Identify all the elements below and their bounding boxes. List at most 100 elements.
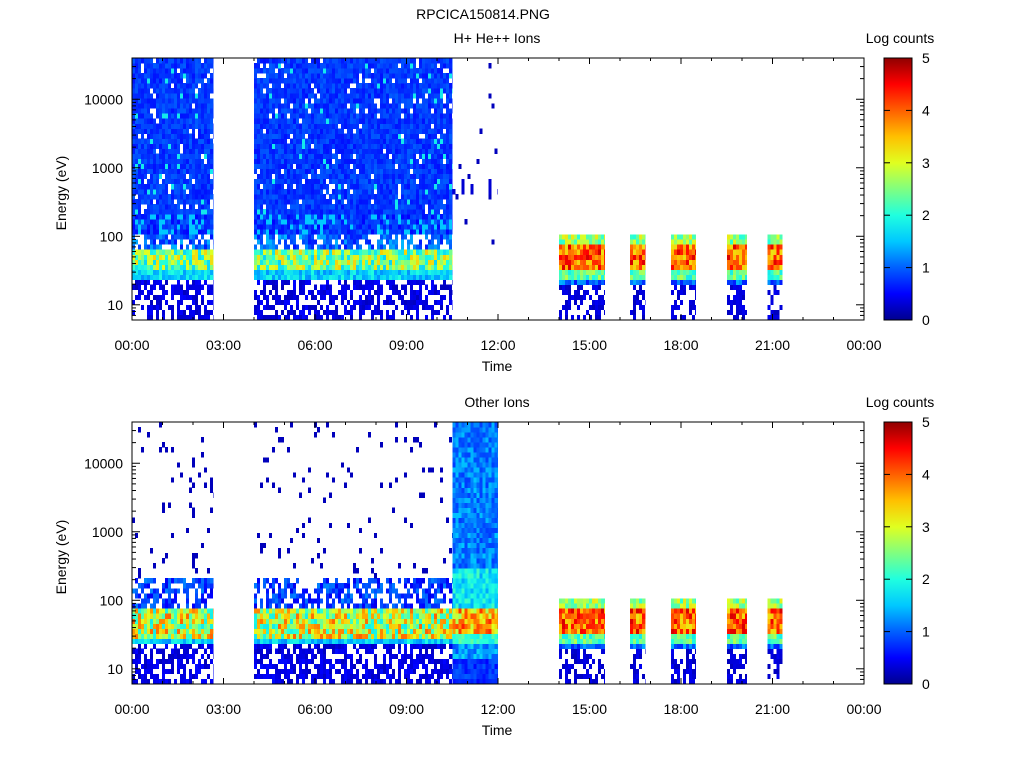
spectrogram-cell bbox=[257, 254, 260, 260]
spectrogram-cell bbox=[639, 274, 643, 280]
spectrogram-cell bbox=[735, 259, 739, 265]
spectrogram-cell bbox=[323, 153, 326, 159]
spectrogram-cell bbox=[488, 93, 492, 99]
spectrogram-cell bbox=[413, 108, 416, 114]
spectrogram-cell bbox=[138, 178, 141, 185]
spectrogram-cell bbox=[257, 63, 260, 69]
spectrogram-cell bbox=[263, 78, 266, 84]
spectrogram-cell bbox=[207, 224, 210, 230]
spectrogram-cell bbox=[132, 309, 135, 316]
spectrogram-cell bbox=[269, 289, 272, 296]
spectrogram-cell bbox=[353, 58, 356, 64]
spectrogram-cell bbox=[398, 249, 401, 255]
spectrogram-cell bbox=[260, 68, 263, 74]
spectrogram-cell bbox=[162, 254, 165, 260]
spectrogram-cell bbox=[284, 68, 287, 74]
spectrogram-cell bbox=[419, 249, 422, 255]
spectrogram-cell bbox=[449, 173, 452, 180]
spectrogram-cell bbox=[395, 78, 398, 84]
spectrogram-cell bbox=[377, 58, 380, 64]
spectrogram-cell bbox=[362, 118, 365, 124]
spectrogram-cell bbox=[386, 173, 389, 180]
spectrogram-cell bbox=[147, 158, 150, 165]
spectrogram-cell bbox=[449, 224, 452, 230]
spectrogram-cell bbox=[320, 189, 323, 195]
spectrogram-cell bbox=[630, 249, 634, 255]
spectrogram-cell bbox=[171, 178, 174, 185]
spectrogram-cell bbox=[317, 229, 320, 235]
spectrogram-cell bbox=[320, 274, 323, 280]
spectrogram-cell bbox=[156, 58, 159, 64]
spectrogram-cell bbox=[422, 304, 425, 311]
spectrogram-cell bbox=[410, 83, 413, 89]
spectrogram-cell bbox=[425, 229, 428, 235]
spectrogram-cell bbox=[413, 93, 416, 99]
spectrogram-cell bbox=[171, 153, 174, 159]
spectrogram-cell bbox=[386, 68, 389, 74]
spectrogram-cell bbox=[254, 133, 257, 139]
spectrogram-cell bbox=[374, 158, 377, 165]
spectrogram-cell bbox=[162, 315, 165, 321]
spectrogram-cell bbox=[314, 123, 317, 129]
spectrogram-cell bbox=[341, 93, 344, 99]
spectrogram-cell bbox=[284, 199, 287, 205]
spectrogram-cell bbox=[685, 239, 689, 245]
spectrogram-cell bbox=[210, 224, 213, 230]
spectrogram-cell bbox=[320, 264, 323, 270]
spectrogram-cell bbox=[171, 163, 174, 170]
spectrogram-cell bbox=[392, 58, 395, 64]
spectrogram-cell bbox=[293, 178, 296, 185]
spectrogram-cell bbox=[732, 239, 736, 245]
spectrogram-cell bbox=[192, 158, 195, 165]
spectrogram-cell bbox=[773, 315, 777, 321]
spectrogram-cell bbox=[694, 279, 697, 285]
spectrogram-cell bbox=[210, 148, 213, 154]
spectrogram-cell bbox=[171, 309, 174, 316]
spectrogram-cell bbox=[326, 73, 329, 79]
spectrogram-cell bbox=[592, 274, 595, 280]
spectrogram-cell bbox=[207, 68, 210, 74]
spectrogram-cell bbox=[338, 63, 341, 69]
spectrogram-cell bbox=[392, 189, 395, 195]
spectrogram-cell bbox=[434, 128, 437, 134]
spectrogram-cell bbox=[776, 239, 780, 245]
spectrogram-cell bbox=[192, 259, 195, 265]
spectrogram-cell bbox=[299, 88, 302, 94]
spectrogram-cell bbox=[413, 148, 416, 154]
spectrogram-cell bbox=[302, 63, 305, 69]
spectrogram-cell bbox=[162, 138, 165, 144]
spectrogram-cell bbox=[192, 254, 195, 260]
spectrogram-cell bbox=[443, 315, 446, 321]
spectrogram-cell bbox=[416, 163, 419, 170]
spectrogram-cell bbox=[317, 153, 320, 159]
spectrogram-cell bbox=[150, 304, 153, 311]
spectrogram-cell bbox=[562, 249, 565, 255]
spectrogram-cell bbox=[159, 93, 162, 99]
spectrogram-cell bbox=[767, 279, 771, 285]
spectrogram-cell bbox=[767, 274, 771, 280]
spectrogram-cell bbox=[275, 63, 278, 69]
spectrogram-cell bbox=[338, 184, 341, 190]
spectrogram-cell bbox=[398, 113, 401, 119]
spectrogram-cell bbox=[144, 259, 147, 265]
spectrogram-cell bbox=[670, 309, 674, 316]
spectrogram-cell bbox=[290, 73, 293, 79]
spectrogram-cell bbox=[779, 269, 783, 275]
spectrogram-cell bbox=[344, 229, 347, 235]
spectrogram-cell bbox=[559, 259, 562, 265]
spectrogram-cell bbox=[290, 128, 293, 134]
spectrogram-cell bbox=[368, 98, 371, 104]
spectrogram-cell bbox=[592, 264, 595, 270]
spectrogram-cell bbox=[272, 138, 275, 144]
spectrogram-cell bbox=[263, 259, 266, 265]
spectrogram-cell bbox=[398, 68, 401, 74]
spectrogram-cell bbox=[287, 153, 290, 159]
spectrogram-cell bbox=[416, 143, 419, 149]
spectrogram-cell bbox=[401, 219, 404, 225]
spectrogram-cell bbox=[159, 254, 162, 260]
spectrogram-cell bbox=[595, 284, 598, 290]
spectrogram-cell bbox=[311, 133, 314, 139]
spectrogram-cell bbox=[275, 128, 278, 134]
spectrogram-cell bbox=[353, 138, 356, 144]
spectrogram-cell bbox=[156, 63, 159, 69]
